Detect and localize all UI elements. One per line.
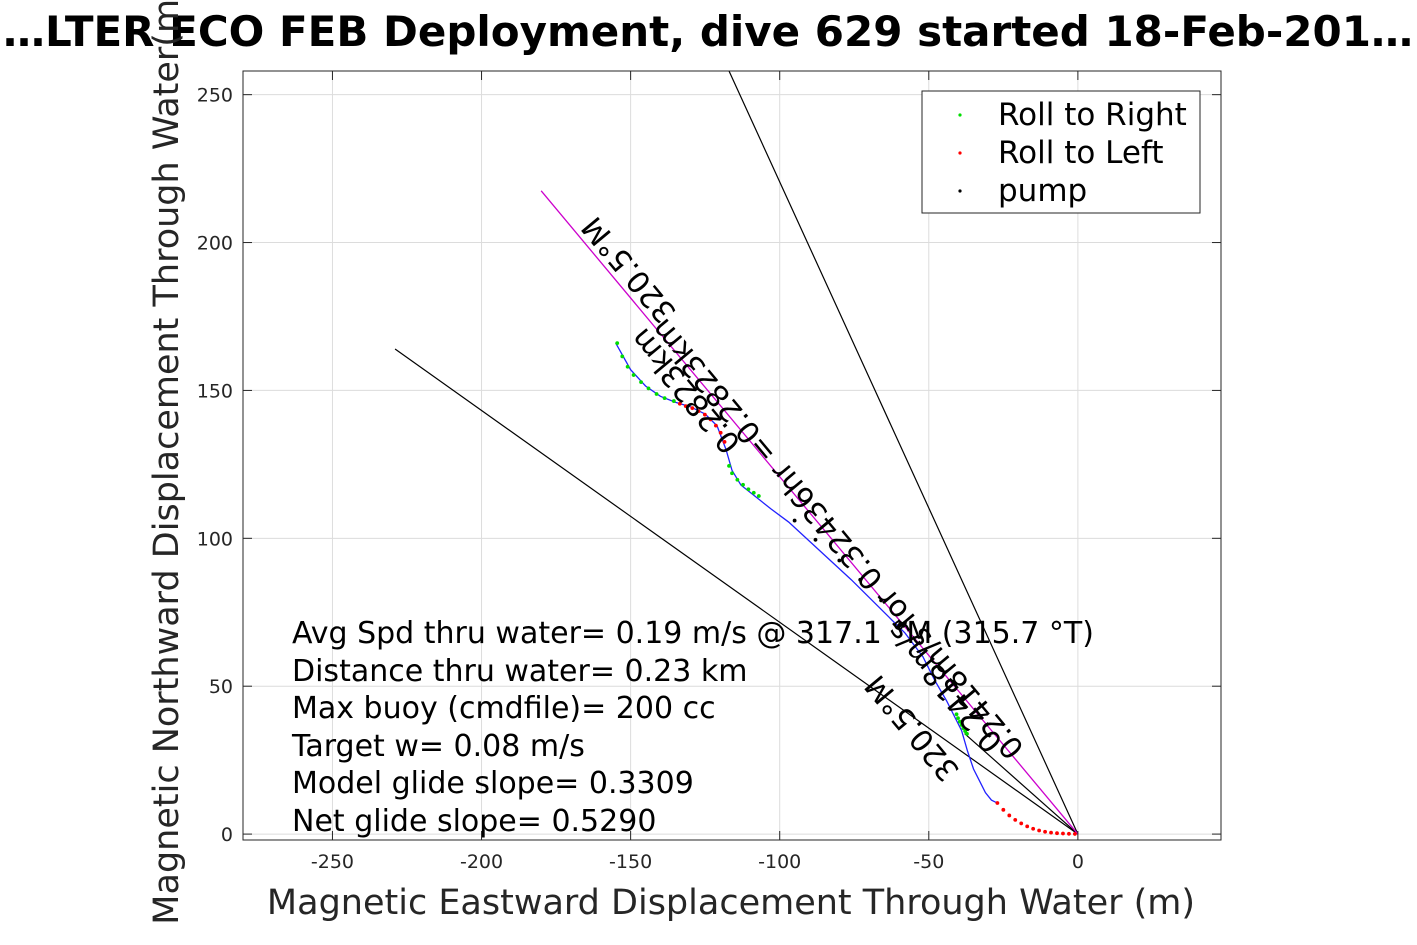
data-point <box>1019 821 1024 826</box>
track-line <box>615 342 998 804</box>
data-point <box>1037 828 1042 833</box>
annotation-model-glide-slope: Model glide slope= 0.3309 <box>292 766 694 801</box>
legend-label-roll-right: Roll to Right <box>998 97 1187 133</box>
reference-line <box>394 348 1079 835</box>
data-point <box>957 719 962 724</box>
data-point <box>1007 813 1012 818</box>
y-tick-labels: 0 50 100 150 200 250 <box>197 85 233 846</box>
x-tick-label: 0 <box>1072 851 1084 873</box>
data-point <box>671 399 676 403</box>
data-point <box>1049 830 1053 835</box>
chart-title: …LTER ECO FEB Deployment, dive 629 start… <box>3 7 1413 56</box>
legend-label-pump: pump <box>998 173 1087 209</box>
data-point <box>995 801 1000 805</box>
x-tick-labels: -250 -200 -150 -100 -50 0 <box>311 851 1084 873</box>
annotation-net-glide-slope: Net glide slope= 0.5290 <box>292 804 656 839</box>
data-point <box>722 439 727 444</box>
data-point <box>1013 817 1018 822</box>
y-tick-label: 100 <box>197 528 233 550</box>
data-point <box>959 723 964 727</box>
data-point <box>730 471 734 476</box>
data-point <box>837 558 842 563</box>
annotation-max-buoy: Max buoy (cmdfile)= 200 cc <box>292 691 716 726</box>
data-point <box>1072 832 1077 836</box>
data-point <box>718 430 723 435</box>
data-point <box>1061 831 1065 836</box>
series-lines <box>540 190 1079 835</box>
data-point <box>702 412 707 417</box>
data-point <box>735 477 740 482</box>
data-point <box>690 406 695 411</box>
legend-marker-pump <box>958 189 962 193</box>
data-point <box>746 487 751 492</box>
data-point <box>903 620 907 625</box>
y-axis-label: Magnetic Northward Displacement Through … <box>147 0 187 925</box>
annotation-target-w: Target w= 0.08 m/s <box>291 729 585 764</box>
data-point <box>879 598 883 603</box>
legend-box <box>921 90 1201 214</box>
data-point <box>1067 831 1071 836</box>
x-tick-label: -200 <box>460 851 503 873</box>
x-axis-label: Magnetic Eastward Displacement Through W… <box>267 883 1195 923</box>
x-tick-label: -100 <box>758 851 801 873</box>
data-point <box>662 396 667 401</box>
data-point <box>756 494 761 498</box>
data-point <box>963 729 968 734</box>
grid <box>243 71 1221 840</box>
data-point <box>708 417 713 422</box>
reference-line <box>964 733 1079 835</box>
data-point <box>683 404 688 409</box>
data-point <box>646 386 651 391</box>
data-point <box>620 354 625 359</box>
reference-line <box>728 71 1079 835</box>
legend-marker-roll-right <box>958 113 962 117</box>
data-point <box>654 392 659 396</box>
data-point <box>961 726 966 731</box>
data-point <box>631 373 636 377</box>
annotation-distance: Distance thru water= 0.23 km <box>292 654 747 689</box>
legend-label-roll-left: Roll to Left <box>998 135 1164 171</box>
track-line <box>540 190 1079 835</box>
reference-lines <box>394 71 1079 835</box>
y-tick-label: 200 <box>197 233 233 255</box>
data-point <box>713 423 718 428</box>
x-tick-label: -50 <box>913 851 944 873</box>
data-point <box>954 712 959 717</box>
data-point <box>792 518 797 523</box>
data-point <box>625 364 630 369</box>
data-point <box>813 537 818 542</box>
data-point <box>639 380 643 385</box>
plot-frame <box>242 70 1222 841</box>
data-point <box>1031 826 1036 831</box>
y-tick-label: 150 <box>197 380 233 402</box>
data-point <box>741 482 745 487</box>
legend: Roll to Right Roll to Left pump <box>921 90 1201 214</box>
legend-marker-roll-left <box>958 151 962 155</box>
data-point <box>751 490 756 495</box>
data-point <box>1043 829 1047 834</box>
y-tick-label: 50 <box>209 676 233 698</box>
data-point <box>1025 824 1030 829</box>
data-point <box>1055 831 1059 836</box>
ticks <box>243 71 1221 840</box>
series-points <box>615 341 1077 836</box>
y-tick-label: 250 <box>197 85 233 107</box>
data-point <box>615 341 620 346</box>
data-point <box>858 577 863 582</box>
data-point <box>727 463 731 468</box>
annotation-avg-speed: Avg Spd thru water= 0.19 m/s @ 317.1 °M … <box>292 616 1094 651</box>
data-point <box>965 731 969 736</box>
data-point <box>677 401 682 406</box>
data-point <box>1001 807 1006 812</box>
x-tick-label: -250 <box>311 851 354 873</box>
y-tick-label: 0 <box>221 824 233 846</box>
summary-annotations: Avg Spd thru water= 0.19 m/s @ 317.1 °M … <box>291 616 1094 839</box>
data-point <box>696 409 701 414</box>
data-point <box>956 716 960 721</box>
x-tick-label: -150 <box>609 851 652 873</box>
